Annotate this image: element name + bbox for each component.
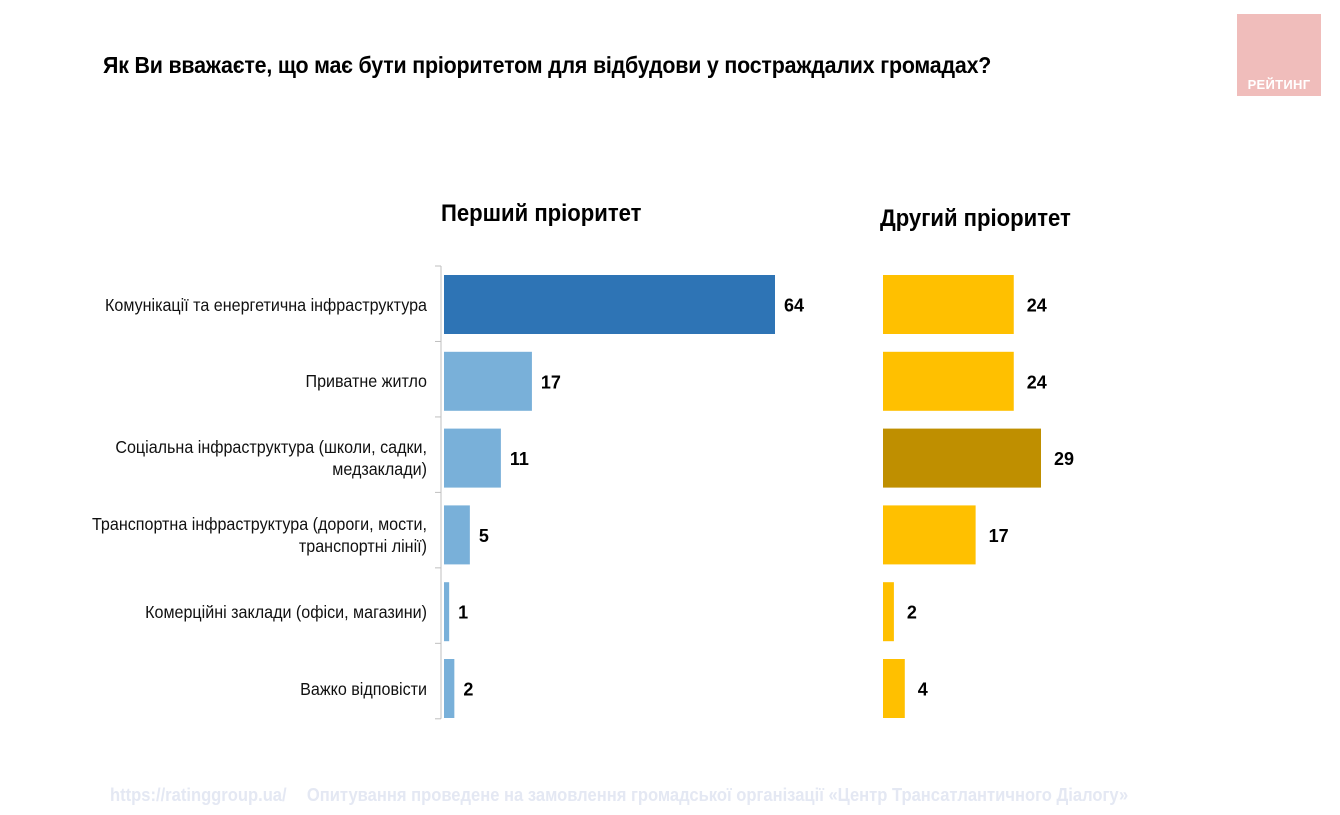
category-label-line: Комерційні заклади (офіси, магазини) [145, 601, 427, 622]
first-priority-value-label: 1 [458, 603, 468, 623]
first-priority-bar [444, 351, 532, 411]
rating-logo: РЕЙТИНГ [1237, 14, 1321, 96]
footer-note: Опитування проведене на замовлення грома… [306, 785, 1129, 805]
second-priority-bar [883, 351, 1014, 411]
footer: https://ratinggroup.ua/Опитування провед… [110, 785, 1148, 806]
second-priority-value-label: 2 [907, 603, 917, 623]
first-priority-value-label: 2 [463, 680, 473, 700]
category-label: Комерційні заклади (офіси, магазини) [59, 601, 427, 623]
second-priority-value-label: 29 [1054, 449, 1074, 469]
first-priority-value-label: 64 [784, 296, 804, 316]
first-priority-bar [444, 582, 450, 642]
category-label-line: транспортні лінії) [298, 535, 427, 556]
category-label-line: Приватне житло [305, 371, 427, 392]
category-label-line: Комунікації та енергетична інфраструктур… [104, 294, 427, 315]
first-priority-bar [444, 659, 455, 718]
first-priority-value-label: 5 [479, 526, 489, 546]
second-priority-bar [883, 582, 894, 642]
category-label: Транспортна інфраструктура (дороги, мост… [59, 513, 427, 557]
first-priority-bar [444, 505, 470, 565]
category-label-line: Транспортна інфраструктура (дороги, мост… [92, 513, 427, 534]
second-priority-value-label: 17 [989, 526, 1009, 546]
footer-url[interactable]: https://ratinggroup.ua/ [110, 785, 287, 805]
category-label: Приватне житло [59, 370, 427, 392]
first-priority-value-label: 17 [541, 372, 561, 392]
second-priority-value-label: 24 [1027, 296, 1047, 316]
category-label-line: медзаклади) [332, 459, 427, 480]
panel-title-second-priority: Другий пріоритет [880, 205, 1071, 232]
second-priority-value-label: 4 [918, 680, 928, 700]
panel-title-first-priority: Перший пріоритет [441, 200, 642, 227]
first-priority-bar [444, 428, 501, 488]
second-priority-bar [883, 428, 1041, 488]
category-label-line: Соціальна інфраструктура (школи, садки, [115, 437, 427, 458]
category-label: Важко відповісти [59, 678, 427, 700]
category-label: Комунікації та енергетична інфраструктур… [59, 294, 427, 316]
first-priority-bar [444, 275, 775, 334]
second-priority-bar [883, 505, 976, 565]
first-priority-value-label: 11 [510, 449, 529, 469]
logo-text: РЕЙТИНГ [1247, 77, 1311, 92]
second-priority-bar [883, 275, 1014, 334]
category-label-line: Важко відповісти [300, 678, 427, 699]
chart-title: Як Ви вважаєте, що має бути пріоритетом … [103, 52, 992, 78]
category-label: Соціальна інфраструктура (школи, садки, м… [59, 436, 427, 480]
second-priority-value-label: 24 [1027, 372, 1047, 392]
second-priority-bar [883, 659, 905, 718]
